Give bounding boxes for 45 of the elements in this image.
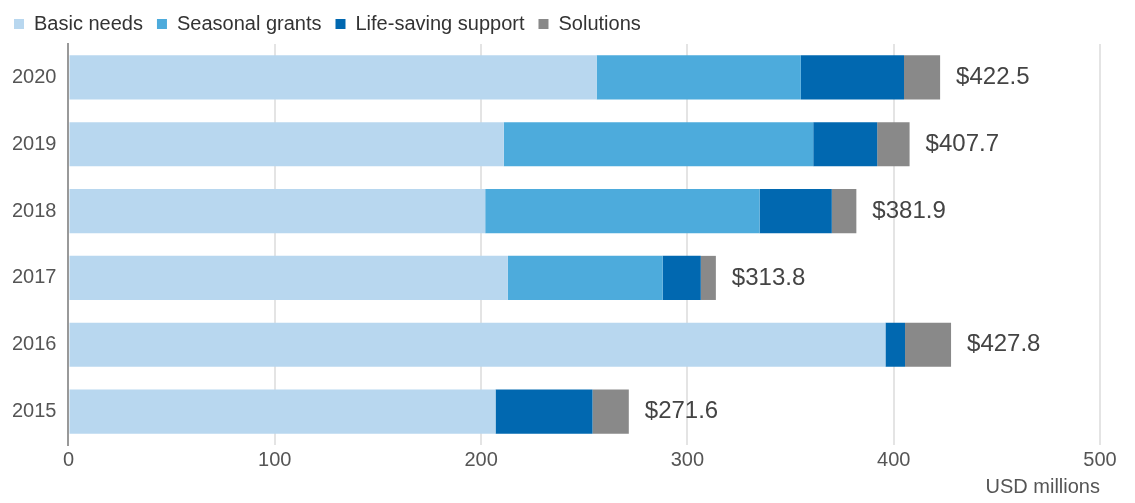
bar <box>885 322 906 367</box>
bar <box>831 189 857 234</box>
bar <box>69 55 597 100</box>
bar <box>69 322 886 367</box>
bar <box>592 389 629 434</box>
total-label: $407.7 <box>925 128 999 156</box>
bar <box>596 55 801 100</box>
bar <box>503 122 814 167</box>
total-label: $313.8 <box>731 262 806 290</box>
bar <box>905 322 952 367</box>
x-tick-label: 300 <box>670 447 705 470</box>
total-label: $422.5 <box>956 62 1030 90</box>
bar <box>759 189 832 234</box>
bar <box>700 255 716 300</box>
x-tick-label: 100 <box>258 447 292 470</box>
legend-label: Basic needs <box>34 11 143 34</box>
legend-label: Solutions <box>558 11 641 34</box>
bar <box>507 255 663 300</box>
legend-label: Life-saving support <box>355 11 525 34</box>
y-tick-label: 2017 <box>11 265 57 288</box>
x-axis-title: USD millions <box>985 474 1100 497</box>
bar <box>877 122 910 167</box>
x-tick-label: 500 <box>1083 447 1117 470</box>
bar <box>662 255 701 300</box>
x-tick-label: 400 <box>877 447 911 470</box>
total-label: $381.9 <box>872 195 946 223</box>
bar <box>69 122 504 167</box>
bar <box>813 122 878 167</box>
legend-label: Seasonal grants <box>176 11 322 34</box>
y-tick-label: 2019 <box>11 131 57 154</box>
y-tick-label: 2020 <box>11 64 57 87</box>
bar <box>904 55 941 100</box>
bar <box>485 189 760 234</box>
y-tick-label: 2016 <box>11 332 57 355</box>
total-label: $271.6 <box>644 396 719 424</box>
bar <box>495 389 593 434</box>
x-tick-label: 200 <box>464 447 498 470</box>
total-label: $427.8 <box>967 329 1041 357</box>
bar <box>800 55 905 100</box>
y-tick-label: 2015 <box>11 399 57 422</box>
bar <box>69 255 508 300</box>
bar <box>69 189 486 234</box>
y-tick-label: 2018 <box>11 198 57 221</box>
bar <box>69 389 496 434</box>
x-tick-label: 0 <box>62 447 75 470</box>
